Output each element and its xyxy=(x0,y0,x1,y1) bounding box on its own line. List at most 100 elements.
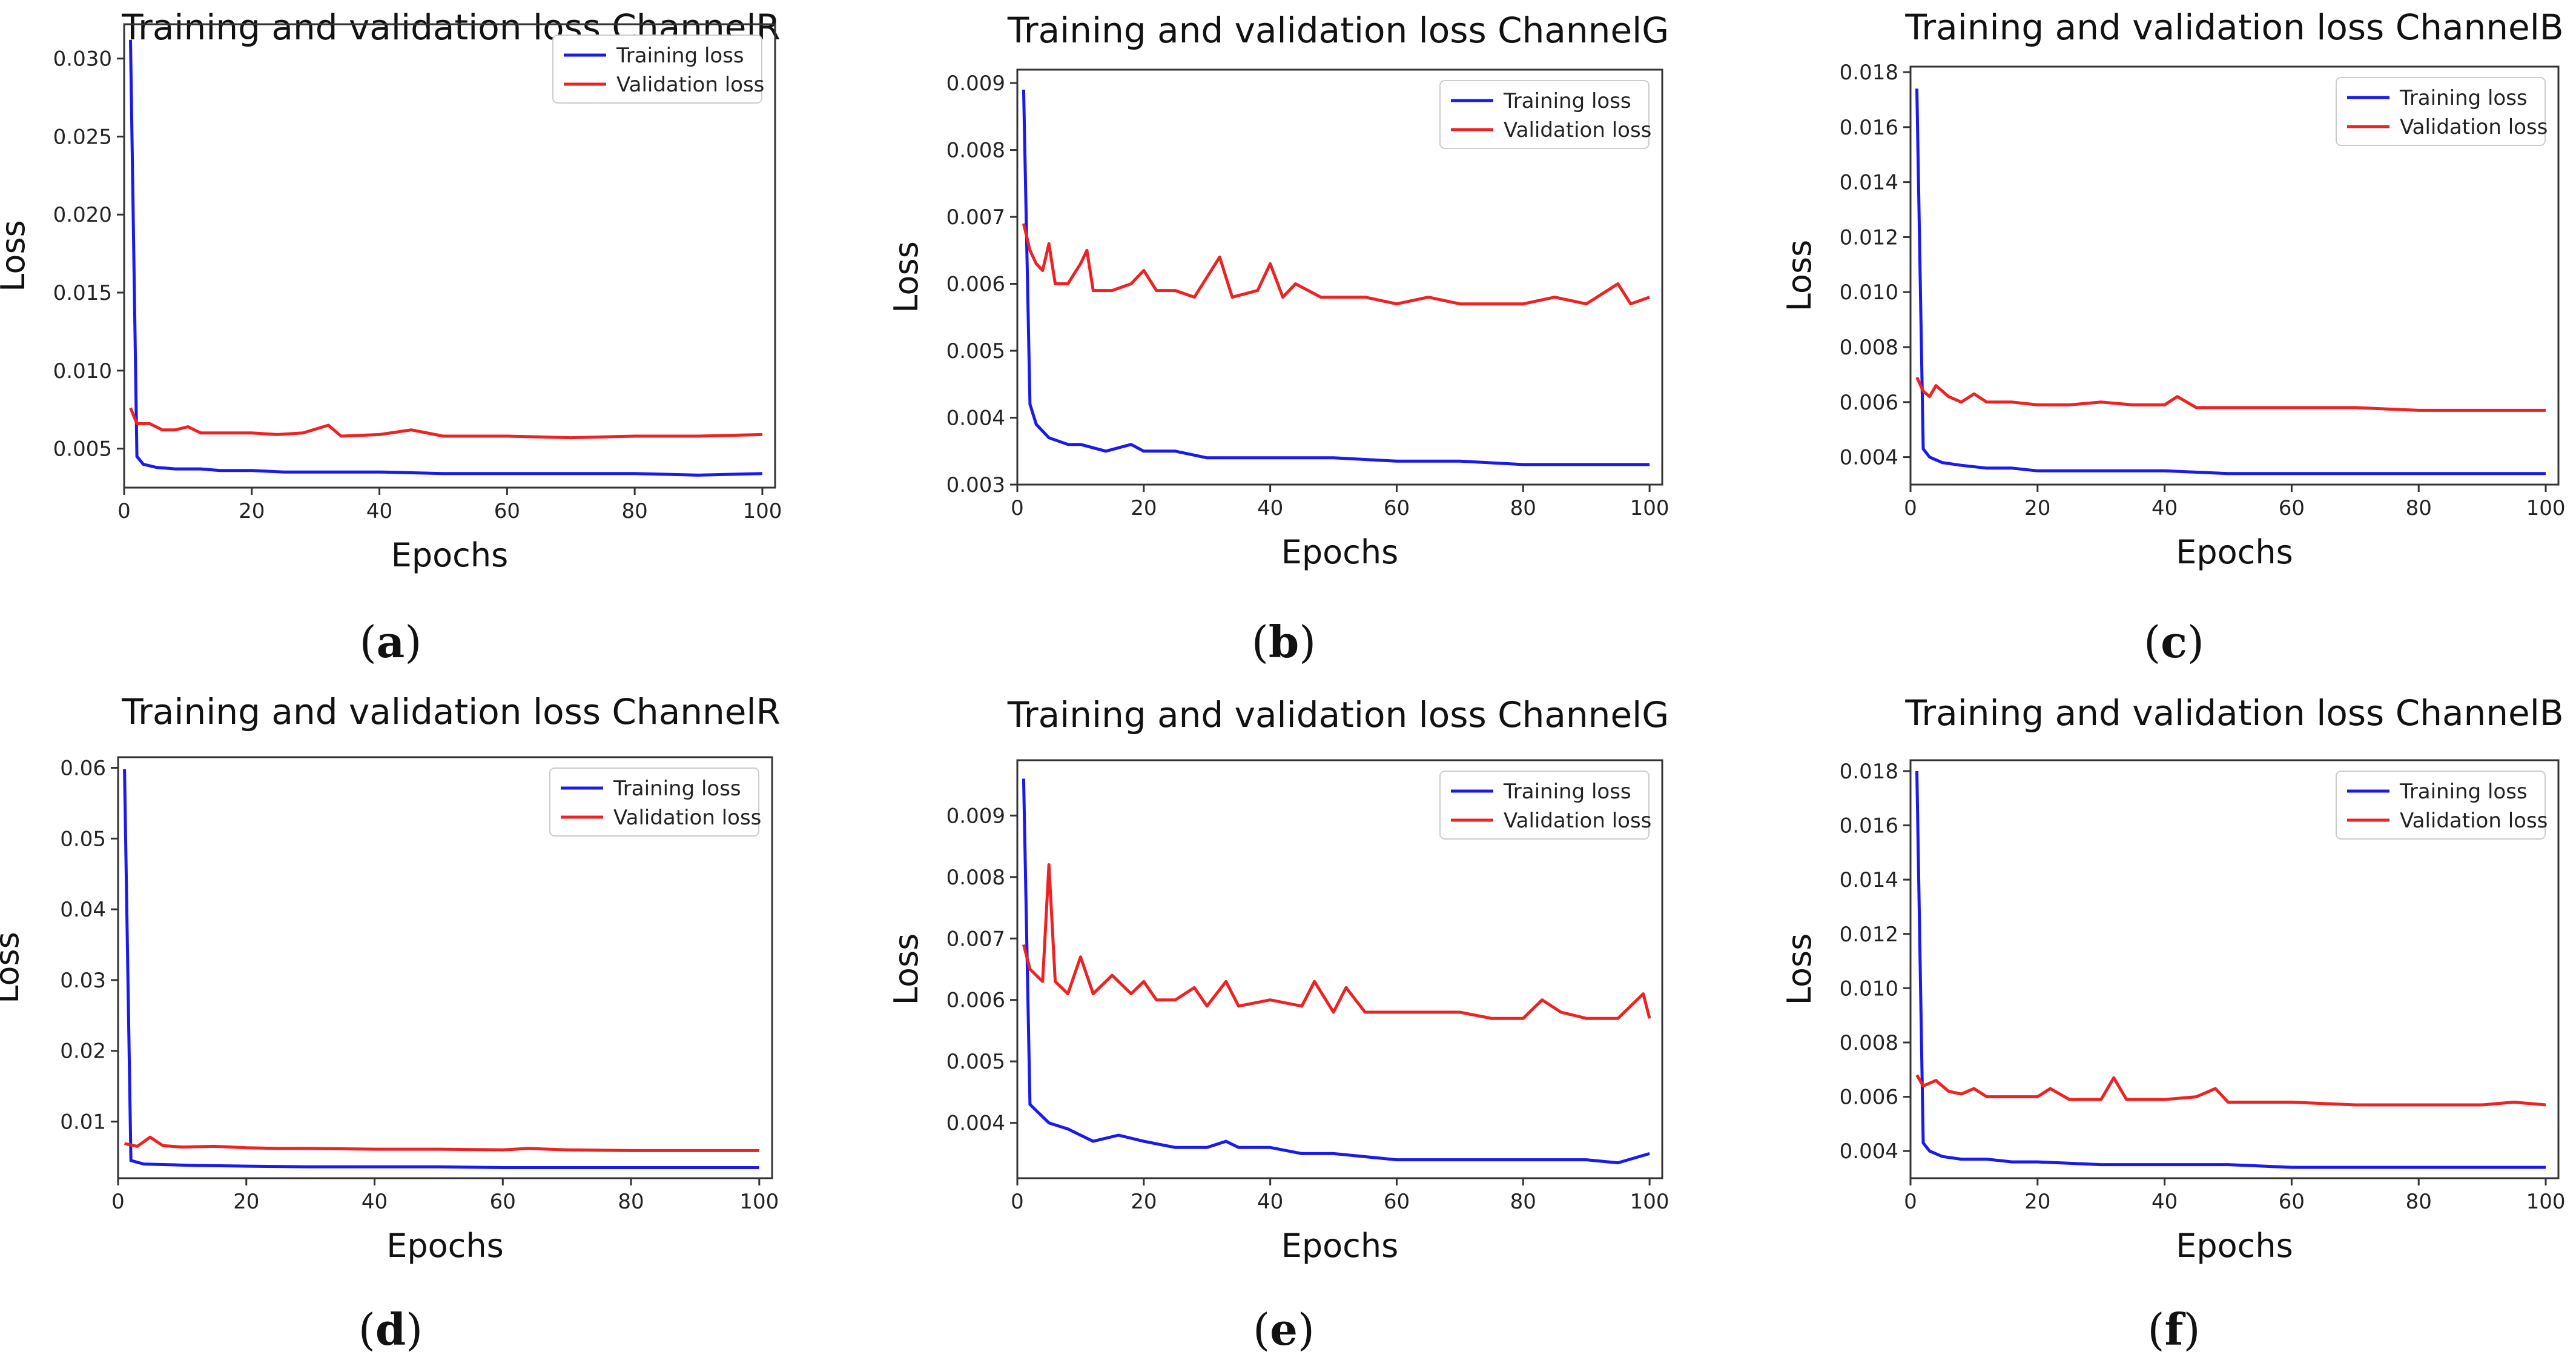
caption-close: ) xyxy=(2187,617,2204,668)
chart-title: Training and validation loss ChannelB xyxy=(1904,692,2563,734)
y-tick-label: 0.010 xyxy=(53,359,112,383)
legend-box xyxy=(2336,77,2546,146)
legend-box xyxy=(552,35,762,104)
caption-letter: e xyxy=(1270,1304,1298,1355)
x-tick-label: 0 xyxy=(1011,496,1024,520)
series-line-validation-loss xyxy=(1022,863,1651,1020)
series-line-training-loss xyxy=(1022,778,1650,1165)
series-line-validation-loss xyxy=(124,1135,759,1152)
plot-frame xyxy=(117,756,773,1179)
x-tick-label: 60 xyxy=(494,499,520,523)
panel-caption: (e) xyxy=(1253,1304,1315,1355)
series-line-validation-loss xyxy=(1915,376,2546,412)
y-tick-label: 0.005 xyxy=(53,437,112,462)
chart-panel-d: Training and validation loss ChannelR 0 20… xyxy=(0,691,781,1355)
y-tick-label: 0.03 xyxy=(60,969,106,993)
x-axis-label: Epochs xyxy=(2176,533,2293,571)
x-axis-label: Epochs xyxy=(1281,1227,1398,1265)
x-axis-label: Epochs xyxy=(2176,1227,2293,1265)
y-axis-label: Loss xyxy=(887,241,925,313)
plot-frame xyxy=(1016,68,1663,486)
y-tick-label: 0.007 xyxy=(946,205,1005,230)
caption-open: ( xyxy=(2147,1304,2164,1355)
y-tick-label: 0.010 xyxy=(1840,280,1898,305)
chart-title: Training and validation loss ChannelG xyxy=(1007,10,1669,51)
y-tick-label: 0.018 xyxy=(1840,61,1898,85)
y-tick-label: 0.030 xyxy=(53,47,112,71)
legend-label: Validation loss xyxy=(2400,115,2548,139)
chart-title: Training and validation loss ChannelG xyxy=(1007,694,1669,735)
panel-caption: (b) xyxy=(1252,616,1316,668)
x-tick-label: 100 xyxy=(2526,496,2566,520)
panel-caption: (d) xyxy=(358,1304,423,1355)
x-tick-label: 0 xyxy=(117,499,131,523)
series-line-training-loss xyxy=(123,769,759,1169)
x-tick-label: 40 xyxy=(2152,496,2178,520)
y-tick-label: 0.006 xyxy=(946,273,1005,297)
chart-panel-c: Training and validation loss ChannelB 0 20… xyxy=(1780,7,2565,668)
legend-box xyxy=(1439,771,1650,840)
x-tick-label: 60 xyxy=(2279,1190,2305,1214)
caption-close: ) xyxy=(405,617,421,668)
legend-label: Validation loss xyxy=(1504,118,1651,142)
y-axis-label: Loss xyxy=(1780,933,1818,1005)
x-tick-label: 40 xyxy=(1257,1190,1283,1214)
y-tick-label: 0.005 xyxy=(946,339,1005,363)
y-axis-label: Loss xyxy=(0,932,26,1003)
y-tick-label: 0.009 xyxy=(946,71,1005,96)
legend-label: Validation loss xyxy=(616,73,764,97)
legend-label: Training loss xyxy=(1503,89,1631,113)
x-tick-label: 20 xyxy=(233,1190,259,1214)
series-line-validation-loss xyxy=(1022,223,1650,306)
x-tick-label: 40 xyxy=(366,499,392,523)
x-tick-label: 0 xyxy=(111,1190,125,1214)
legend: Training loss Validation loss xyxy=(1439,771,1651,840)
y-tick-label: 0.014 xyxy=(1840,868,1898,892)
caption-open: ( xyxy=(1253,1304,1270,1355)
chart-title: Training and validation loss ChannelB xyxy=(1904,7,2563,48)
y-axis-label: Loss xyxy=(0,220,32,291)
x-tick-label: 40 xyxy=(2152,1190,2178,1214)
y-tick-label: 0.008 xyxy=(946,139,1005,163)
caption-letter: a xyxy=(377,616,405,668)
x-tick-label: 40 xyxy=(362,1190,388,1214)
legend-label: Validation loss xyxy=(2400,809,2548,833)
legend-label: Training loss xyxy=(613,777,741,801)
legend-label: Validation loss xyxy=(613,806,761,830)
caption-close: ) xyxy=(1298,1304,1315,1355)
x-axis-label: Epochs xyxy=(386,1227,503,1265)
x-tick-label: 0 xyxy=(1011,1190,1024,1214)
x-tick-label: 80 xyxy=(618,1190,644,1214)
series-line-training-loss xyxy=(1022,90,1650,466)
y-tick-label: 0.006 xyxy=(946,989,1005,1013)
series-line-training-loss xyxy=(1915,88,2546,476)
x-tick-label: 20 xyxy=(239,499,265,523)
y-tick-label: 0.004 xyxy=(1840,446,1898,470)
x-tick-label: 60 xyxy=(490,1190,516,1214)
legend-box xyxy=(1439,80,1650,149)
caption-open: ( xyxy=(1252,617,1269,668)
y-tick-label: 0.004 xyxy=(1840,1139,1898,1164)
y-tick-label: 0.009 xyxy=(946,804,1005,828)
legend: Training loss Validation loss xyxy=(552,35,764,104)
plot-frame xyxy=(1016,759,1663,1179)
x-tick-label: 60 xyxy=(2279,496,2305,520)
caption-close: ) xyxy=(406,1304,423,1355)
y-tick-label: 0.008 xyxy=(1840,336,1898,360)
panel-caption: (a) xyxy=(360,616,422,668)
y-tick-label: 0.004 xyxy=(946,1112,1005,1136)
x-tick-label: 20 xyxy=(2024,1190,2050,1214)
y-tick-label: 0.025 xyxy=(53,125,112,149)
y-tick-label: 0.04 xyxy=(60,898,106,922)
y-tick-label: 0.02 xyxy=(60,1039,106,1064)
caption-open: ( xyxy=(2144,617,2161,668)
y-tick-label: 0.01 xyxy=(60,1110,106,1135)
legend-label: Training loss xyxy=(616,44,744,68)
x-tick-label: 80 xyxy=(2406,1190,2432,1214)
x-tick-label: 20 xyxy=(2024,496,2050,520)
chart-panel-b: Training and validation loss ChannelG 0 20… xyxy=(887,10,1669,668)
y-tick-label: 0.015 xyxy=(53,281,112,305)
caption-open: ( xyxy=(360,617,377,668)
y-tick-label: 0.008 xyxy=(1840,1031,1898,1055)
